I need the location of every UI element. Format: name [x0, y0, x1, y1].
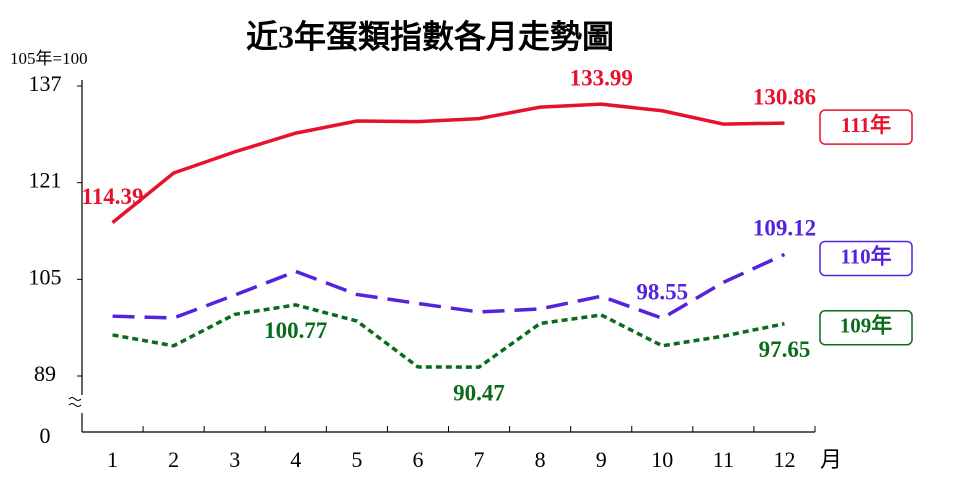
y-tick-label: 0 [40, 423, 51, 448]
legend-label: 111年 [841, 113, 891, 137]
y-tick-label: 105 [29, 264, 62, 289]
x-tick-label: 5 [351, 447, 362, 472]
x-tick-label: 8 [535, 447, 546, 472]
x-tick-label: 10 [651, 447, 673, 472]
x-tick-label: 3 [229, 447, 240, 472]
data-label: 130.86 [753, 84, 816, 109]
x-tick-label: 2 [168, 447, 179, 472]
legend-box [819, 309, 913, 346]
x-axis-unit: 月 [820, 447, 842, 472]
data-label: 133.99 [570, 65, 633, 90]
data-label: 100.77 [264, 318, 327, 343]
x-tick-label: 6 [412, 447, 423, 472]
chart-title: 近3年蛋類指數各月走勢圖 [246, 18, 614, 54]
x-tick-label: 11 [713, 447, 734, 472]
y-tick-label: 89 [34, 361, 56, 386]
x-tick-label: 4 [290, 447, 301, 472]
data-label: 90.47 [453, 380, 505, 405]
x-tick-label: 7 [474, 447, 485, 472]
data-label: 98.55 [636, 280, 688, 305]
series-line [111, 102, 785, 224]
y-tick-label: 121 [29, 168, 62, 193]
data-label: 97.65 [759, 337, 811, 362]
unit-note: 105年=100 [10, 49, 88, 68]
legend-label: 109年 [840, 314, 893, 338]
series-line [112, 303, 785, 369]
legend-box [819, 109, 913, 145]
legend-label: 110年 [840, 244, 891, 268]
x-tick-label: 1 [107, 447, 118, 472]
series-line [112, 252, 786, 321]
x-tick-label: 9 [596, 447, 607, 472]
data-label: 114.39 [82, 184, 144, 209]
x-tick-label: 12 [773, 447, 795, 472]
y-tick-label: 137 [29, 71, 62, 96]
data-label: 109.12 [753, 216, 816, 241]
axis-break [68, 397, 82, 407]
legend-box [819, 240, 913, 277]
